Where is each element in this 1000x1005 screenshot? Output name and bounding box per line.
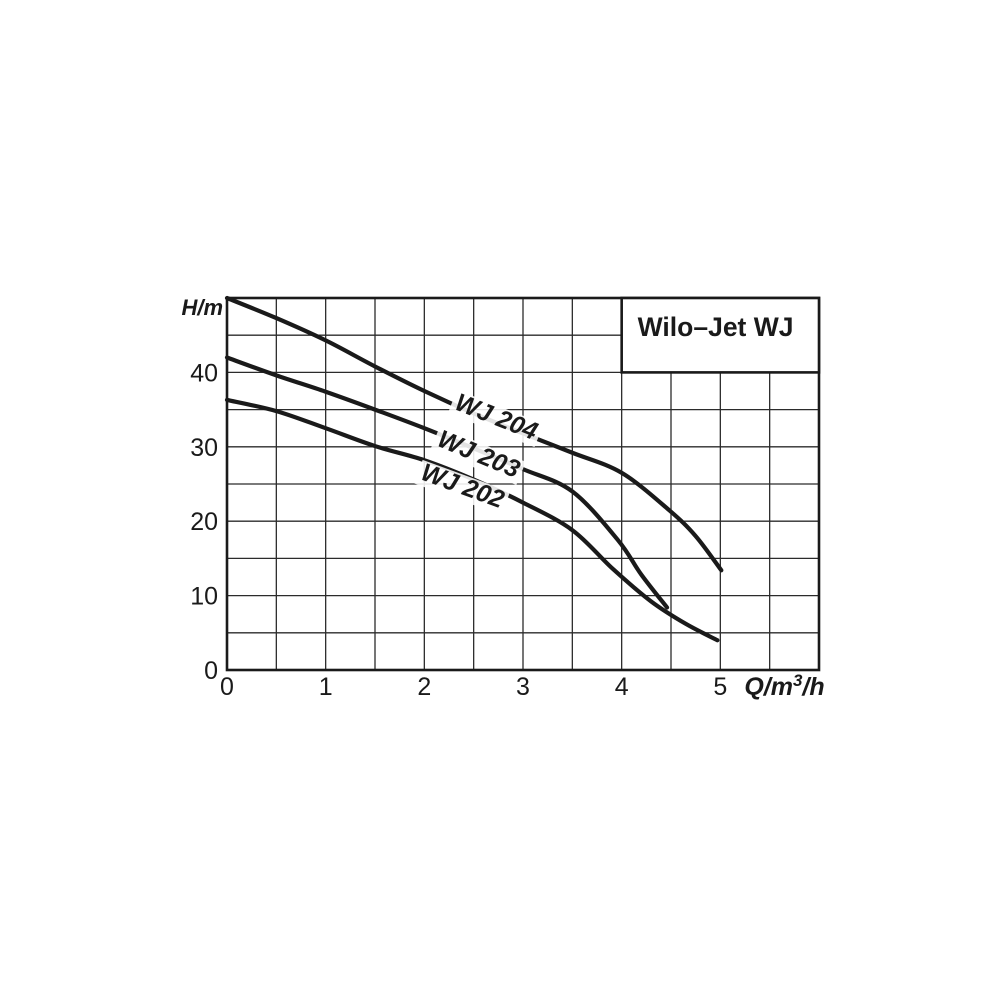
svg-text:10: 10 xyxy=(190,583,218,611)
svg-text:1: 1 xyxy=(319,673,333,701)
svg-text:5: 5 xyxy=(713,673,727,701)
svg-text:0: 0 xyxy=(204,657,218,685)
svg-text:Wilo–Jet WJ: Wilo–Jet WJ xyxy=(638,312,794,342)
svg-text:0: 0 xyxy=(220,673,234,701)
svg-text:40: 40 xyxy=(190,359,218,387)
svg-text:20: 20 xyxy=(190,508,218,536)
svg-text:2: 2 xyxy=(417,673,431,701)
svg-text:4: 4 xyxy=(615,673,629,701)
svg-text:30: 30 xyxy=(190,434,218,462)
svg-text:3: 3 xyxy=(516,673,530,701)
svg-text:Q/m3/h: Q/m3/h xyxy=(744,671,824,702)
svg-text:H/m: H/m xyxy=(181,295,223,320)
